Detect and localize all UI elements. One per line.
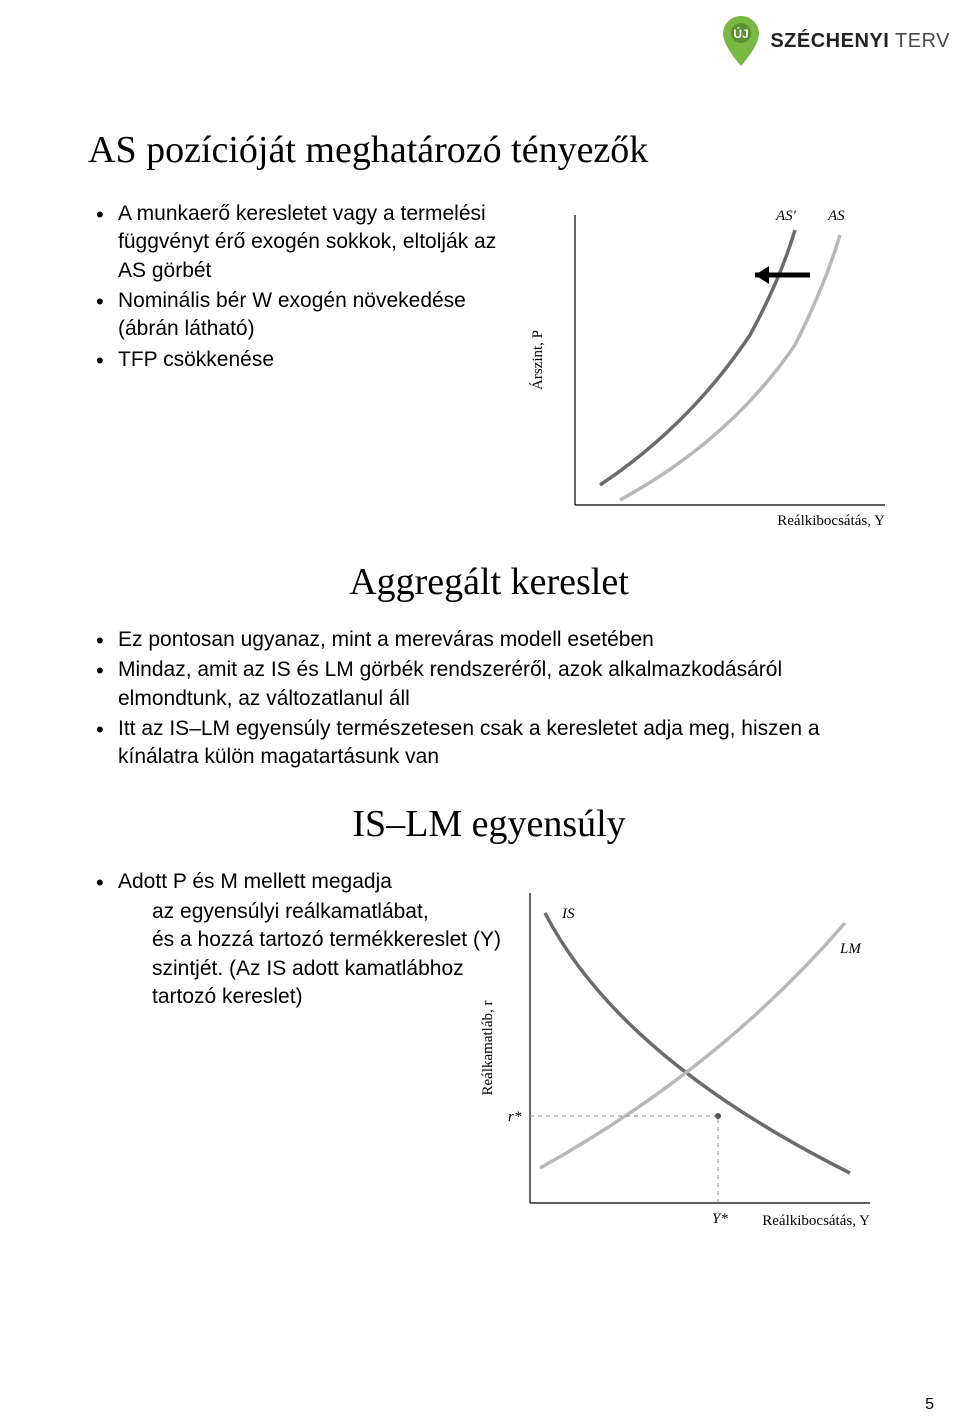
svg-text:AS: AS [827,208,845,224]
section3-title: IS–LM egyensúly [88,802,890,846]
list-item: Adott P és M mellett megadja [88,868,518,896]
list-item: Mindaz, amit az IS és LM görbék rendszer… [88,656,890,713]
list-item: A munkaerő keresletet vagy a termelési f… [88,200,510,285]
svg-text:Árszint, P: Árszint, P [529,330,546,390]
list-item: TFP csökkenése [88,346,510,374]
logo-text: SZÉCHENYI TERV [770,30,950,53]
subline: és a hozzá tartozó termékkereslet (Y) sz… [152,926,518,1011]
svg-text:AS': AS' [775,208,797,224]
page-content: AS pozícióját meghatározó tényezők A mun… [88,128,890,1248]
islm-chart: Reálkamatláb, r Reálkibocsátás, Y r* Y* IS LM [470,868,890,1238]
list-sub: az egyensúlyi reálkamatlábat, és a hozzá… [88,898,518,1011]
subline: az egyensúlyi reálkamatlábat, [152,898,518,926]
svg-text:r*: r* [508,1109,522,1125]
svg-text:IS: IS [561,906,575,922]
section1-list: A munkaerő keresletet vagy a termelési f… [88,200,510,374]
list-item: Nominális bér W exogén növekedése (ábrán… [88,287,510,344]
section3-list: Adott P és M mellett megadja [88,868,518,896]
logo-banner: ÚJ SZÉCHENYI TERV [720,14,950,68]
list-item: Ez pontosan ugyanaz, mint a mereváras mo… [88,626,890,654]
svg-text:Reálkibocsátás, Y: Reálkibocsátás, Y [777,513,885,529]
logo-bold: SZÉCHENYI [770,30,889,52]
section1-title: AS pozícióját meghatározó tényezők [88,128,890,172]
logo-pin-icon: ÚJ [720,14,762,68]
list-item: Itt az IS–LM egyensúly természetesen csa… [88,715,890,772]
logo-reg: TERV [889,30,950,52]
section2-list: Ez pontosan ugyanaz, mint a mereváras mo… [88,626,890,772]
as-chart: Árszint, P Reálkibocsátás, Y AS' AS [520,200,890,530]
logo-uj-text: ÚJ [734,26,749,41]
svg-text:Y*: Y* [712,1211,728,1227]
section2-title: Aggregált kereslet [88,560,890,604]
page-number: 5 [925,1396,934,1414]
svg-text:Reálkibocsátás, Y: Reálkibocsátás, Y [762,1213,870,1229]
svg-text:Reálkamatláb, r: Reálkamatláb, r [480,1000,496,1095]
svg-text:LM: LM [839,941,862,957]
